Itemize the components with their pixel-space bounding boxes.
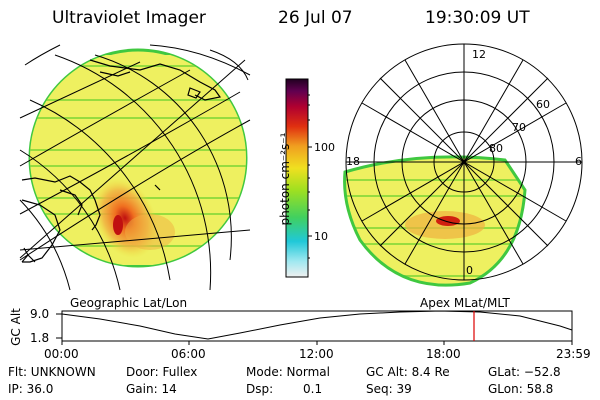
date-label: 26 Jul 07: [278, 8, 353, 28]
dsp-label: Dsp:: [246, 382, 274, 396]
timeline-xtick: 23:59: [556, 347, 591, 361]
apex-caption: Apex MLat/MLT: [420, 296, 510, 310]
mlt-label-0: 0: [466, 264, 473, 277]
dsp-value: 0.1: [303, 382, 323, 396]
gc-alt-status: GC Alt: 8.4 Re: [366, 365, 450, 379]
polar-image: [343, 43, 583, 287]
seq-status: Seq: 39: [366, 382, 412, 396]
instrument-title: Ultraviolet Imager: [52, 8, 206, 28]
timeline-ytick-min: 1.8: [30, 331, 50, 345]
door-status: Door: Fullex: [126, 365, 198, 379]
mode-status: Mode: Normal: [246, 365, 330, 379]
mlat-label-60: 60: [536, 98, 550, 111]
colorbar-tick-100: 100: [314, 141, 335, 154]
mlt-label-12: 12: [472, 48, 486, 61]
geographic-caption: Geographic Lat/Lon: [70, 296, 188, 310]
mlt-label-6: 6: [575, 155, 582, 168]
colorbar-tick-10: 10: [314, 230, 328, 243]
timeline-xtick: 18:00: [426, 347, 461, 361]
altitude-timeline: [56, 310, 573, 345]
timeline-ylabel: GC Alt: [9, 308, 23, 346]
glat-status: GLat: −52.8: [488, 365, 561, 379]
timeline-ytick-max: 9.0: [30, 307, 50, 321]
timeline-xtick: 00:00: [44, 347, 79, 361]
timeline-xtick: 12:00: [299, 347, 334, 361]
mlat-label-70: 70: [512, 121, 526, 134]
mlat-label-80: 80: [489, 142, 503, 155]
gain-status: Gain: 14: [126, 382, 177, 396]
mlt-label-18: 18: [346, 155, 360, 168]
flight-status: Flt: UNKNOWN: [8, 365, 96, 379]
ip-status: IP: 36.0: [8, 382, 54, 396]
colorbar-unit-label: photon cm⁻²s⁻¹: [278, 132, 292, 226]
geographic-image: [19, 44, 251, 291]
timeline-xtick: 06:00: [171, 347, 206, 361]
time-label: 19:30:09 UT: [425, 8, 530, 28]
glon-status: GLon: 58.8: [488, 382, 554, 396]
colorbar: [285, 78, 312, 278]
